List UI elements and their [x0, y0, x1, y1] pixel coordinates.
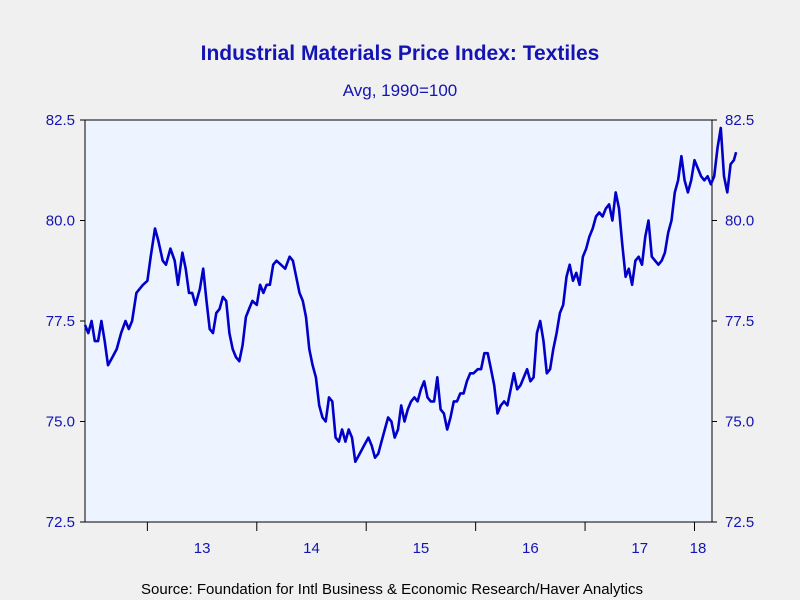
y-tick-label-left: 75.0: [46, 414, 75, 431]
y-tick-label-left: 72.5: [46, 514, 75, 531]
series-line: [83, 126, 738, 464]
x-tick-label: 15: [413, 540, 430, 557]
chart-subtitle: Avg, 1990=100: [343, 81, 458, 100]
plot-area: [84, 119, 713, 523]
x-tick-label: 13: [194, 540, 211, 557]
x-tick-label: 18: [690, 540, 707, 557]
series-layer: [83, 126, 738, 464]
y-tick-label-left: 77.5: [46, 313, 75, 330]
y-tick-label-right: 77.5: [725, 313, 754, 330]
x-tick-label: 17: [631, 540, 648, 557]
x-tick-label: 16: [522, 540, 539, 557]
chart-title: Industrial Materials Price Index: Textil…: [201, 42, 600, 65]
y-tick-label-right: 80.0: [725, 213, 754, 230]
y-tick-label-right: 72.5: [725, 514, 754, 531]
y-tick-label-right: 82.5: [725, 112, 754, 129]
chart-source: Source: Foundation for Intl Business & E…: [141, 581, 643, 598]
y-tick-label-left: 82.5: [46, 112, 75, 129]
y-tick-label-left: 80.0: [46, 213, 75, 230]
y-axis-right: 72.5 75.0 77.5 80.0 82.5: [712, 112, 754, 531]
y-tick-label-right: 75.0: [725, 414, 754, 431]
y-axis-left: 72.5 75.0 77.5 80.0 82.5: [46, 112, 85, 531]
x-axis: 13 14 15 16 17 18: [146, 522, 707, 557]
x-tick-label: 14: [303, 540, 320, 557]
